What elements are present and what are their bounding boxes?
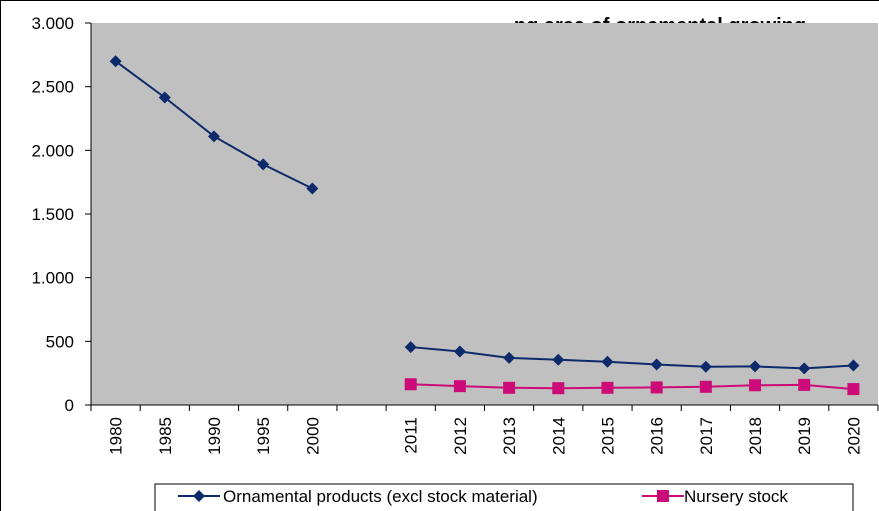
y-tick-label: 1.500	[31, 205, 74, 224]
data-point	[207, 130, 220, 143]
data-point	[749, 360, 762, 373]
y-axis: 0 500 1.000 1.500 2.000 2.500 3.000	[31, 14, 92, 415]
x-tick-label: 1980	[107, 417, 126, 455]
x-tick-label: 2012	[451, 417, 470, 455]
series-0	[109, 55, 860, 375]
data-point	[601, 381, 614, 394]
data-point	[650, 381, 663, 394]
x-tick-label: 1995	[254, 417, 273, 455]
data-point	[404, 378, 417, 391]
legend-label: Ornamental products (excl stock material…	[223, 487, 538, 506]
data-point	[503, 381, 516, 394]
y-tick-label: 1.000	[31, 269, 74, 288]
data-point	[453, 380, 466, 393]
data-point	[453, 345, 466, 358]
legend-box	[154, 483, 854, 511]
data-point	[109, 55, 122, 68]
data-point	[699, 380, 712, 393]
data-point	[847, 359, 860, 372]
x-tick-label: 2015	[598, 417, 617, 455]
data-point	[306, 182, 319, 195]
data-point	[552, 382, 565, 395]
data-point	[404, 341, 417, 354]
x-tick-label: 2019	[795, 417, 814, 455]
x-axis: 1980 1985 1990 1995 2000 2011 2012 2013 2014 2015…	[90, 404, 879, 455]
legend-marker	[193, 490, 205, 502]
x-tick-label: 1985	[156, 417, 175, 455]
series-1	[404, 378, 860, 396]
data-point	[798, 378, 811, 391]
data-point	[601, 355, 614, 368]
legend-marker	[657, 490, 669, 502]
legend: Ornamental products (excl stock material…	[154, 483, 854, 511]
legend-label: Nursery stock	[684, 487, 788, 506]
data-point	[503, 351, 516, 364]
series-line	[410, 346, 854, 370]
data-point	[798, 362, 811, 375]
x-tick-label: 2017	[697, 417, 716, 455]
x-tick-label: 2013	[500, 417, 519, 455]
data-point	[158, 91, 171, 104]
y-tick-label: 500	[46, 332, 74, 351]
series-layer	[109, 55, 860, 396]
x-tick-label: 2018	[746, 417, 765, 455]
plot-area	[91, 23, 878, 405]
data-point	[749, 379, 762, 392]
series-line	[410, 383, 854, 391]
data-point	[552, 353, 565, 366]
y-tick-label: 2.500	[31, 78, 74, 97]
x-tick-label: 2016	[648, 417, 667, 455]
x-tick-label: 2014	[549, 417, 568, 455]
data-point	[650, 358, 663, 371]
x-tick-label: 2000	[303, 417, 322, 455]
y-tick-label: 3.000	[31, 14, 74, 33]
y-tick-label: 2.000	[31, 141, 74, 160]
x-tick-label: 1990	[205, 417, 224, 455]
x-tick-label: 2020	[844, 417, 863, 455]
data-point	[847, 383, 860, 396]
x-tick-label: 2011	[402, 417, 421, 454]
y-tick-label: 0	[65, 396, 74, 415]
data-point	[699, 360, 712, 373]
data-point	[257, 158, 270, 171]
